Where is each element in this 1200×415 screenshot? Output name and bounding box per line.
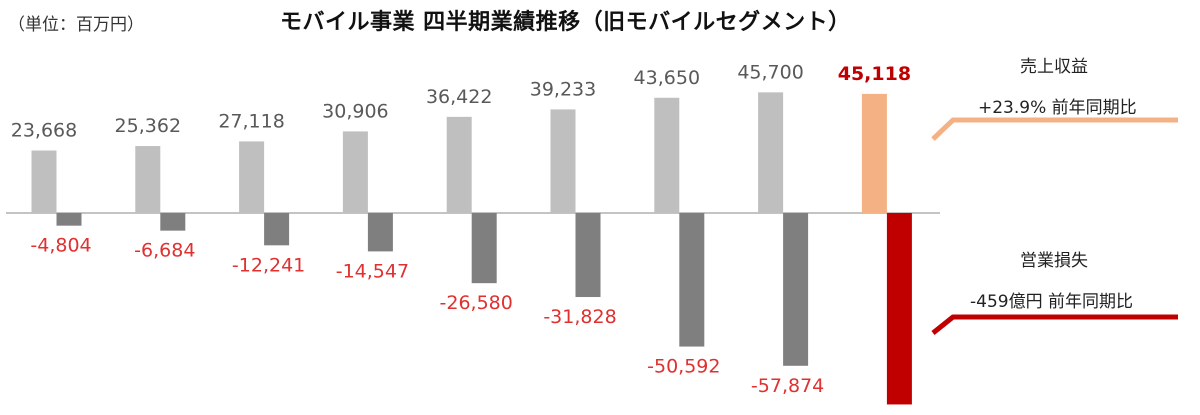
loss-bar — [367, 213, 393, 252]
revenue-value-label: 25,362 — [115, 115, 181, 137]
revenue-value-label: 27,118 — [218, 110, 284, 132]
revenue-value-label: 30,906 — [322, 100, 388, 122]
revenue-value-label: 43,650 — [634, 67, 700, 89]
revenue-bar — [31, 150, 57, 213]
revenue-value-label: 45,118 — [838, 63, 911, 85]
loss-annotation-title: 営業損失 — [1020, 251, 1088, 271]
loss-bar — [160, 213, 186, 231]
loss-bar — [679, 213, 705, 347]
revenue-bar — [861, 93, 887, 213]
revenue-annotation-change: +23.9% 前年同期比 — [978, 98, 1137, 118]
loss-value-label: -6,684 — [134, 240, 195, 262]
loss-value-label: -57,874 — [751, 375, 824, 397]
chart-title: モバイル事業 四半期業績推移（旧モバイルセグメント） — [280, 10, 851, 35]
revenue-bar — [550, 109, 576, 213]
revenue-value-label: 45,700 — [737, 61, 803, 83]
revenue-bar — [446, 116, 472, 213]
loss-connector-line — [931, 314, 1178, 335]
loss-bar — [264, 213, 290, 246]
loss-value-label: -4,804 — [30, 235, 91, 257]
revenue-bar — [342, 131, 368, 213]
loss-bar — [56, 213, 82, 226]
revenue-bar — [654, 97, 680, 213]
revenue-bar — [135, 146, 161, 213]
revenue-bar — [758, 92, 784, 213]
loss-bar — [783, 213, 809, 366]
loss-value-label: -14,547 — [336, 260, 409, 282]
loss-value-label: -72,518 — [851, 413, 932, 415]
loss-value-label: -12,241 — [232, 254, 305, 276]
loss-value-label: -50,592 — [647, 356, 720, 378]
revenue-annotation-title: 売上収益 — [1020, 57, 1088, 77]
loss-bar — [471, 213, 497, 284]
revenue-value-label: 36,422 — [426, 86, 492, 108]
revenue-connector-line — [931, 117, 1178, 141]
loss-annotation-change: -459億円 前年同期比 — [970, 292, 1133, 312]
revenue-bar — [239, 141, 265, 213]
loss-value-label: -26,580 — [440, 292, 513, 314]
revenue-value-label: 23,668 — [11, 120, 77, 142]
revenue-value-label: 39,233 — [530, 78, 596, 100]
loss-bar — [886, 213, 912, 405]
loss-bar — [575, 213, 601, 298]
unit-label: （単位：百万円） — [8, 15, 144, 35]
loss-value-label: -31,828 — [543, 306, 616, 328]
